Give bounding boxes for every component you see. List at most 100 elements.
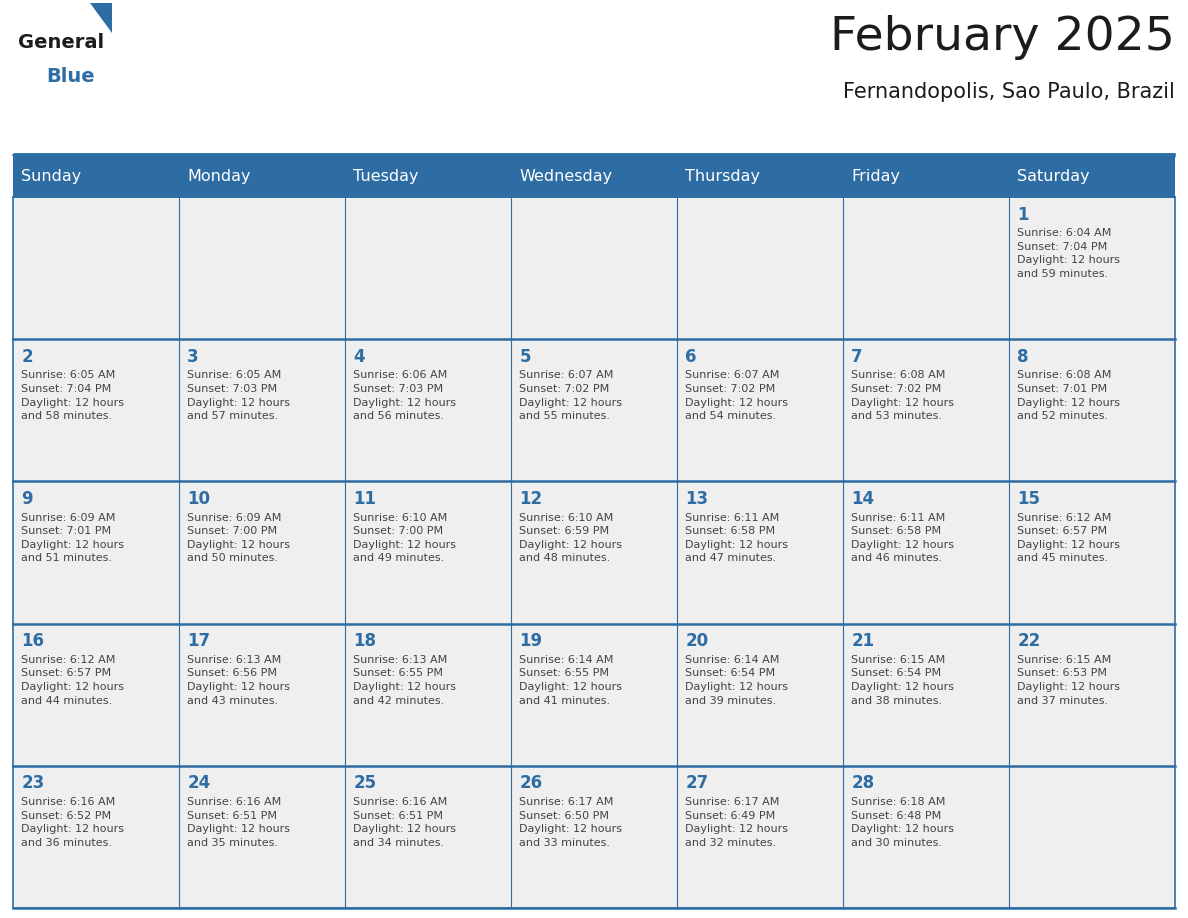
- Text: Sunrise: 6:18 AM
Sunset: 6:48 PM
Daylight: 12 hours
and 30 minutes.: Sunrise: 6:18 AM Sunset: 6:48 PM Dayligh…: [852, 797, 954, 848]
- Text: 13: 13: [685, 490, 708, 508]
- Bar: [843, 197, 1009, 339]
- Bar: [13, 339, 179, 481]
- Text: 9: 9: [21, 490, 33, 508]
- Text: Thursday: Thursday: [685, 169, 760, 184]
- Text: 12: 12: [519, 490, 543, 508]
- Polygon shape: [90, 3, 112, 33]
- Text: Tuesday: Tuesday: [353, 169, 419, 184]
- Bar: [511, 339, 677, 481]
- Text: 7: 7: [852, 348, 862, 365]
- Text: Sunrise: 6:08 AM
Sunset: 7:01 PM
Daylight: 12 hours
and 52 minutes.: Sunrise: 6:08 AM Sunset: 7:01 PM Dayligh…: [1017, 371, 1120, 421]
- Bar: [677, 339, 843, 481]
- Text: 6: 6: [685, 348, 697, 365]
- Text: General: General: [18, 33, 105, 52]
- Text: Wednesday: Wednesday: [519, 169, 613, 184]
- Bar: [345, 339, 511, 481]
- Text: Saturday: Saturday: [1017, 169, 1089, 184]
- Text: Sunrise: 6:16 AM
Sunset: 6:51 PM
Daylight: 12 hours
and 35 minutes.: Sunrise: 6:16 AM Sunset: 6:51 PM Dayligh…: [188, 797, 290, 848]
- Bar: [843, 481, 1009, 623]
- Bar: [843, 623, 1009, 766]
- Text: Sunrise: 6:04 AM
Sunset: 7:04 PM
Daylight: 12 hours
and 59 minutes.: Sunrise: 6:04 AM Sunset: 7:04 PM Dayligh…: [1017, 229, 1120, 279]
- Bar: [179, 766, 345, 908]
- Bar: [677, 623, 843, 766]
- Bar: [677, 766, 843, 908]
- Bar: [13, 197, 1175, 908]
- Text: Sunrise: 6:14 AM
Sunset: 6:54 PM
Daylight: 12 hours
and 39 minutes.: Sunrise: 6:14 AM Sunset: 6:54 PM Dayligh…: [685, 655, 789, 706]
- Text: 21: 21: [852, 633, 874, 650]
- Bar: [179, 197, 345, 339]
- Bar: [345, 623, 511, 766]
- Bar: [511, 766, 677, 908]
- Text: Sunrise: 6:07 AM
Sunset: 7:02 PM
Daylight: 12 hours
and 54 minutes.: Sunrise: 6:07 AM Sunset: 7:02 PM Dayligh…: [685, 371, 789, 421]
- Bar: [13, 155, 1175, 197]
- Text: 26: 26: [519, 774, 543, 792]
- Text: Sunrise: 6:05 AM
Sunset: 7:04 PM
Daylight: 12 hours
and 58 minutes.: Sunrise: 6:05 AM Sunset: 7:04 PM Dayligh…: [21, 371, 125, 421]
- Bar: [843, 339, 1009, 481]
- Text: 24: 24: [188, 774, 210, 792]
- Text: Sunrise: 6:10 AM
Sunset: 7:00 PM
Daylight: 12 hours
and 49 minutes.: Sunrise: 6:10 AM Sunset: 7:00 PM Dayligh…: [353, 512, 456, 564]
- Bar: [13, 481, 179, 623]
- Text: 3: 3: [188, 348, 198, 365]
- Text: 17: 17: [188, 633, 210, 650]
- Text: 19: 19: [519, 633, 543, 650]
- Bar: [511, 197, 677, 339]
- Bar: [843, 766, 1009, 908]
- Bar: [1009, 623, 1175, 766]
- Text: Sunrise: 6:17 AM
Sunset: 6:50 PM
Daylight: 12 hours
and 33 minutes.: Sunrise: 6:17 AM Sunset: 6:50 PM Dayligh…: [519, 797, 623, 848]
- Bar: [179, 339, 345, 481]
- Text: Sunrise: 6:11 AM
Sunset: 6:58 PM
Daylight: 12 hours
and 46 minutes.: Sunrise: 6:11 AM Sunset: 6:58 PM Dayligh…: [852, 512, 954, 564]
- Text: Sunrise: 6:11 AM
Sunset: 6:58 PM
Daylight: 12 hours
and 47 minutes.: Sunrise: 6:11 AM Sunset: 6:58 PM Dayligh…: [685, 512, 789, 564]
- Text: 20: 20: [685, 633, 708, 650]
- Text: Sunrise: 6:16 AM
Sunset: 6:52 PM
Daylight: 12 hours
and 36 minutes.: Sunrise: 6:16 AM Sunset: 6:52 PM Dayligh…: [21, 797, 125, 848]
- Bar: [511, 481, 677, 623]
- Bar: [1009, 339, 1175, 481]
- Text: Sunrise: 6:15 AM
Sunset: 6:54 PM
Daylight: 12 hours
and 38 minutes.: Sunrise: 6:15 AM Sunset: 6:54 PM Dayligh…: [852, 655, 954, 706]
- Text: 2: 2: [21, 348, 33, 365]
- Bar: [1009, 766, 1175, 908]
- Text: 18: 18: [353, 633, 377, 650]
- Text: 22: 22: [1017, 633, 1041, 650]
- Text: Sunrise: 6:05 AM
Sunset: 7:03 PM
Daylight: 12 hours
and 57 minutes.: Sunrise: 6:05 AM Sunset: 7:03 PM Dayligh…: [188, 371, 290, 421]
- Text: 11: 11: [353, 490, 377, 508]
- Bar: [1009, 197, 1175, 339]
- Bar: [345, 481, 511, 623]
- Text: Monday: Monday: [188, 169, 251, 184]
- Text: 10: 10: [188, 490, 210, 508]
- Text: Sunrise: 6:14 AM
Sunset: 6:55 PM
Daylight: 12 hours
and 41 minutes.: Sunrise: 6:14 AM Sunset: 6:55 PM Dayligh…: [519, 655, 623, 706]
- Text: 14: 14: [852, 490, 874, 508]
- Bar: [677, 481, 843, 623]
- Text: Sunrise: 6:07 AM
Sunset: 7:02 PM
Daylight: 12 hours
and 55 minutes.: Sunrise: 6:07 AM Sunset: 7:02 PM Dayligh…: [519, 371, 623, 421]
- Text: Sunrise: 6:09 AM
Sunset: 7:00 PM
Daylight: 12 hours
and 50 minutes.: Sunrise: 6:09 AM Sunset: 7:00 PM Dayligh…: [188, 512, 290, 564]
- Text: Sunrise: 6:10 AM
Sunset: 6:59 PM
Daylight: 12 hours
and 48 minutes.: Sunrise: 6:10 AM Sunset: 6:59 PM Dayligh…: [519, 512, 623, 564]
- Text: Sunday: Sunday: [21, 169, 82, 184]
- Text: 4: 4: [353, 348, 365, 365]
- Text: Sunrise: 6:16 AM
Sunset: 6:51 PM
Daylight: 12 hours
and 34 minutes.: Sunrise: 6:16 AM Sunset: 6:51 PM Dayligh…: [353, 797, 456, 848]
- Bar: [1009, 481, 1175, 623]
- Bar: [677, 197, 843, 339]
- Text: Friday: Friday: [852, 169, 901, 184]
- Bar: [345, 766, 511, 908]
- Text: Sunrise: 6:06 AM
Sunset: 7:03 PM
Daylight: 12 hours
and 56 minutes.: Sunrise: 6:06 AM Sunset: 7:03 PM Dayligh…: [353, 371, 456, 421]
- Text: Sunrise: 6:13 AM
Sunset: 6:56 PM
Daylight: 12 hours
and 43 minutes.: Sunrise: 6:13 AM Sunset: 6:56 PM Dayligh…: [188, 655, 290, 706]
- Text: Sunrise: 6:13 AM
Sunset: 6:55 PM
Daylight: 12 hours
and 42 minutes.: Sunrise: 6:13 AM Sunset: 6:55 PM Dayligh…: [353, 655, 456, 706]
- Text: February 2025: February 2025: [830, 15, 1175, 60]
- Text: 16: 16: [21, 633, 44, 650]
- Text: Blue: Blue: [46, 67, 95, 86]
- Text: Sunrise: 6:09 AM
Sunset: 7:01 PM
Daylight: 12 hours
and 51 minutes.: Sunrise: 6:09 AM Sunset: 7:01 PM Dayligh…: [21, 512, 125, 564]
- Text: Sunrise: 6:12 AM
Sunset: 6:57 PM
Daylight: 12 hours
and 45 minutes.: Sunrise: 6:12 AM Sunset: 6:57 PM Dayligh…: [1017, 512, 1120, 564]
- Bar: [179, 623, 345, 766]
- Bar: [13, 766, 179, 908]
- Bar: [179, 481, 345, 623]
- Text: 28: 28: [852, 774, 874, 792]
- Text: Sunrise: 6:15 AM
Sunset: 6:53 PM
Daylight: 12 hours
and 37 minutes.: Sunrise: 6:15 AM Sunset: 6:53 PM Dayligh…: [1017, 655, 1120, 706]
- Bar: [13, 197, 179, 339]
- Bar: [511, 623, 677, 766]
- Text: 25: 25: [353, 774, 377, 792]
- Text: Sunrise: 6:08 AM
Sunset: 7:02 PM
Daylight: 12 hours
and 53 minutes.: Sunrise: 6:08 AM Sunset: 7:02 PM Dayligh…: [852, 371, 954, 421]
- Text: 1: 1: [1017, 206, 1029, 223]
- Text: Sunrise: 6:17 AM
Sunset: 6:49 PM
Daylight: 12 hours
and 32 minutes.: Sunrise: 6:17 AM Sunset: 6:49 PM Dayligh…: [685, 797, 789, 848]
- Text: Fernandopolis, Sao Paulo, Brazil: Fernandopolis, Sao Paulo, Brazil: [843, 82, 1175, 102]
- Text: 5: 5: [519, 348, 531, 365]
- Text: 23: 23: [21, 774, 45, 792]
- Text: 15: 15: [1017, 490, 1041, 508]
